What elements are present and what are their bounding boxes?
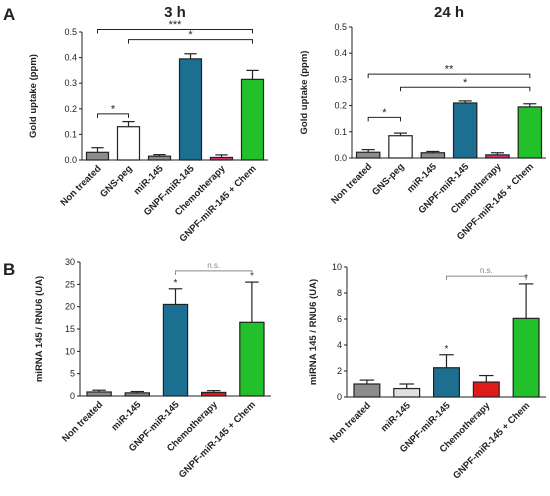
y-axis-label: Gold uptake (ppm) [28,54,39,138]
y-tick-label: 30 [65,257,75,267]
significance-label: * [445,344,449,355]
y-tick-label: 0.2 [334,101,347,111]
chart-title: 24 h [434,4,464,21]
panel-label-b: B [3,260,15,279]
bar [162,303,189,397]
bar [116,126,141,161]
category-label: Non treated [329,161,374,206]
y-tick-label: 0 [70,391,75,401]
significance-bracket-label: n.s. [207,261,220,270]
y-tick-label: 10 [332,262,342,272]
significance-bracket [97,113,129,118]
bar [517,106,543,159]
significance-bracket [97,28,253,34]
y-tick-label: 2 [337,366,342,376]
category-label: GNS-peg [370,161,407,198]
y-tick-label: 0.0 [64,155,77,165]
bar [512,317,540,398]
bar [420,152,446,159]
chart-mirna-expression-left: miRNA 145 / RNU6 (UA) 0 5 10 15 20 25 30 Non tre… [34,257,271,480]
bar [124,392,150,397]
significance-bracket-label: ** [445,64,454,76]
category-label: GNPF-miR-145 + Chem [451,400,532,481]
significance-bracket-label: * [111,103,116,115]
category-label: miR-145 [379,400,413,434]
bar [178,58,203,161]
significance-bracket-label: * [188,29,193,41]
bar [239,321,265,397]
chart-gold-uptake-3h: 3 h Gold uptake (ppm) 0.0 0.1 0.2 0.3 0.4 0.5 No… [28,4,268,244]
significance-bracket [367,73,531,79]
y-tick-label: 0.2 [64,104,77,114]
significance-bracket-label: * [382,107,387,119]
bar [353,383,381,398]
chart-mirna-expression-right: miRNA 145 / RNU6 (UA) 0 2 4 6 8 10 Non treated m… [308,262,546,481]
bar [388,135,413,159]
significance-bracket [128,39,253,44]
bar [201,391,227,397]
y-tick-label: 0.5 [334,22,347,32]
significance-bracket-label: n.s. [480,266,493,275]
category-label: Non treated [60,399,105,444]
y-tick-label: 0.3 [64,78,77,88]
significance-bracket [367,116,401,122]
y-tick-label: 4 [337,340,342,350]
y-tick-label: 8 [337,288,342,298]
y-tick-label: 0.4 [334,48,347,58]
chart-title: 3 h [164,4,186,21]
bar [472,381,500,398]
bar [85,151,110,161]
bar [452,102,478,159]
bar [485,154,510,159]
chart-gold-uptake-24h: 24 h Gold uptake (ppm) 0.0 0.1 0.2 0.3 0.4 0.5 N… [299,4,546,242]
y-tick-label: 5 [70,369,75,379]
y-tick-label: 0.1 [64,129,77,139]
bar [209,156,234,161]
significance-bracket [400,86,531,92]
significance-bracket [446,275,527,281]
category-label: Non treated [328,400,373,445]
bar [147,155,172,161]
y-tick-label: 20 [65,302,75,312]
y-tick-label: 0.5 [64,27,77,37]
y-axis-label: Gold uptake (ppm) [299,51,310,135]
category-label: GNS-peg [98,163,135,200]
y-tick-label: 10 [65,346,75,356]
category-label: miR-145 [110,399,144,433]
significance-bracket-label: *** [169,19,183,31]
bar [393,387,421,398]
bar [240,78,265,161]
y-tick-label: 0.1 [334,127,347,137]
significance-bracket [175,270,253,275]
y-tick-label: 0.4 [64,53,77,63]
y-tick-label: 15 [65,324,75,334]
y-tick-label: 0.3 [334,74,347,84]
significance-bracket-label: * [463,77,468,89]
category-label: Non treated [59,163,104,208]
bar [355,151,381,159]
bar [433,367,461,398]
y-axis-label: miRNA 145 / RNU6 (UA) [308,279,319,385]
category-label: GNPF-miR-145 + Chem [177,399,258,480]
y-tick-label: 0.0 [334,153,347,163]
significance-label: * [250,271,254,282]
y-tick-label: 25 [65,279,75,289]
y-tick-label: 0 [337,392,342,402]
y-tick-label: 6 [337,314,342,324]
panel-label-a: A [3,5,15,24]
significance-label: * [174,278,178,289]
y-axis-label: miRNA 145 / RNU6 (UA) [34,276,45,382]
bar [86,391,112,397]
